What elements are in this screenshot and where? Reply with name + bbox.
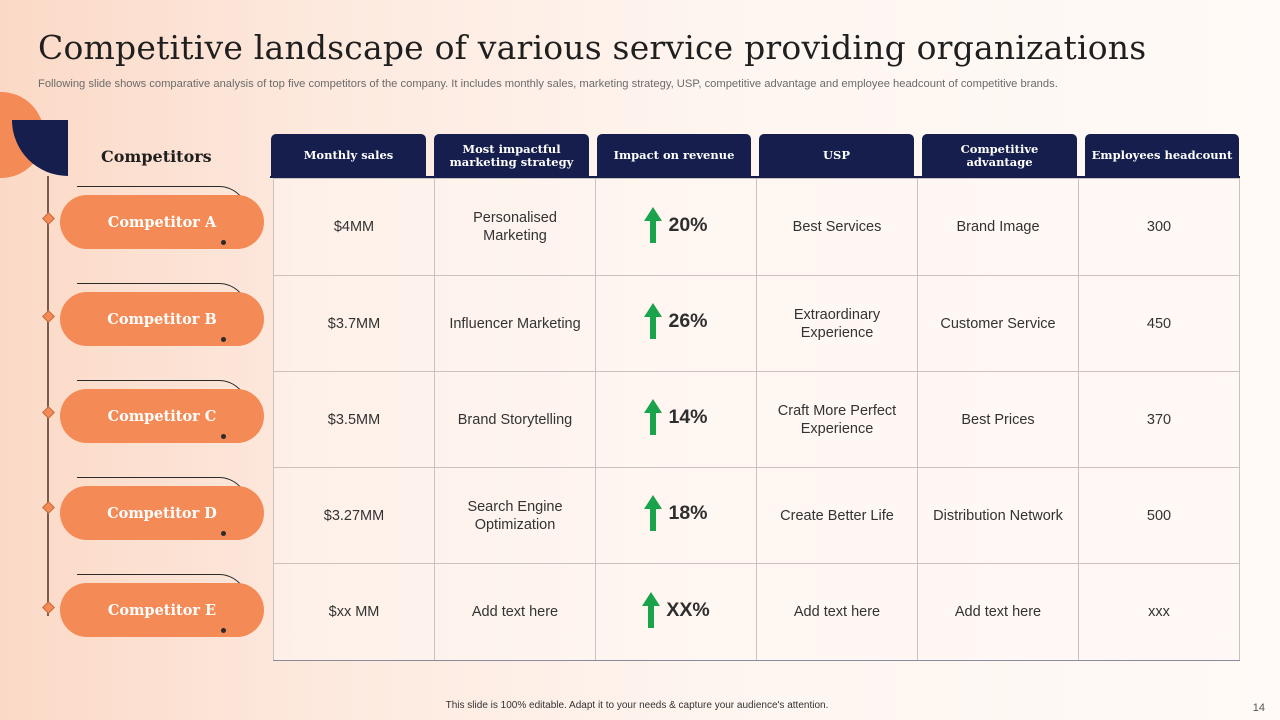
timeline-dot bbox=[42, 601, 55, 614]
slide-subtitle: Following slide shows comparative analys… bbox=[38, 78, 1058, 90]
timeline-dot bbox=[42, 501, 55, 514]
up-arrow-icon bbox=[644, 303, 663, 339]
footer-note: This slide is 100% editable. Adapt it to… bbox=[445, 700, 829, 711]
strategy-cell: Influencer Marketing bbox=[434, 275, 596, 372]
advantage-cell: Add text here bbox=[917, 563, 1079, 661]
impact-cell: 18% bbox=[595, 467, 757, 564]
headcount-cell: 300 bbox=[1078, 178, 1240, 276]
strategy-cell: Brand Storytelling bbox=[434, 371, 596, 468]
table-row: $3.27MM Search Engine Optimization 18% C… bbox=[273, 467, 1240, 564]
advantage-cell: Customer Service bbox=[917, 275, 1079, 372]
advantage-cell: Brand Image bbox=[917, 178, 1079, 276]
advantage-cell: Distribution Network bbox=[917, 467, 1079, 564]
connector-dot bbox=[221, 531, 226, 536]
monthly-sales-cell: $4MM bbox=[273, 178, 435, 276]
column-header-monthly-sales: Monthly sales bbox=[271, 134, 426, 177]
strategy-cell: Add text here bbox=[434, 563, 596, 661]
headcount-cell: 500 bbox=[1078, 467, 1240, 564]
impact-value: 20% bbox=[668, 213, 708, 236]
competitor-a-button[interactable]: Competitor A bbox=[60, 195, 264, 249]
table-row: $xx MM Add text here XX% Add text here A… bbox=[273, 563, 1240, 661]
impact-cell: 26% bbox=[595, 275, 757, 372]
column-header-impact-on-revenue: Impact on revenue bbox=[597, 134, 751, 177]
timeline-line bbox=[47, 176, 49, 616]
table-row: $4MM Personalised Marketing 20% Best Ser… bbox=[273, 178, 1240, 276]
connector-dot bbox=[221, 240, 226, 245]
up-arrow-icon bbox=[644, 495, 663, 531]
impact-value: XX% bbox=[666, 598, 710, 621]
timeline-dot bbox=[42, 212, 55, 225]
usp-cell: Craft More Perfect Experience bbox=[756, 371, 918, 468]
impact-value: 26% bbox=[668, 310, 708, 332]
impact-cell: XX% bbox=[595, 563, 757, 661]
impact-cell: 14% bbox=[595, 371, 757, 468]
page-number: 14 bbox=[1252, 702, 1265, 714]
column-header-marketing-strategy: Most impactful marketing strategy bbox=[434, 134, 589, 177]
competitor-b-button[interactable]: Competitor B bbox=[60, 292, 264, 346]
timeline-dot bbox=[42, 310, 55, 323]
headcount-cell: 370 bbox=[1078, 371, 1240, 468]
impact-value: 18% bbox=[668, 502, 708, 524]
column-header-usp: USP bbox=[759, 134, 914, 177]
impact-cell: 20% bbox=[595, 178, 757, 276]
header-rule bbox=[270, 176, 1240, 178]
usp-cell: Create Better Life bbox=[756, 467, 918, 564]
connector-dot bbox=[221, 628, 226, 633]
headcount-cell: xxx bbox=[1078, 563, 1240, 661]
competitor-c-button[interactable]: Competitor C bbox=[60, 389, 264, 443]
usp-cell: Best Services bbox=[756, 178, 918, 276]
table-row: $3.5MM Brand Storytelling 14% Craft More… bbox=[273, 371, 1240, 468]
up-arrow-icon bbox=[644, 399, 663, 435]
monthly-sales-cell: $3.5MM bbox=[273, 371, 435, 468]
column-header-employees-headcount: Employees headcount bbox=[1085, 134, 1239, 177]
impact-value: 14% bbox=[668, 406, 708, 428]
headcount-cell: 450 bbox=[1078, 275, 1240, 372]
connector-dot bbox=[221, 434, 226, 439]
monthly-sales-cell: $3.27MM bbox=[273, 467, 435, 564]
competitor-e-button[interactable]: Competitor E bbox=[60, 583, 264, 637]
competitor-d-button[interactable]: Competitor D bbox=[60, 486, 264, 540]
connector-dot bbox=[221, 337, 226, 342]
table-row: $3.7MM Influencer Marketing 26% Extraord… bbox=[273, 275, 1240, 372]
monthly-sales-cell: $xx MM bbox=[273, 563, 435, 661]
monthly-sales-cell: $3.7MM bbox=[273, 275, 435, 372]
strategy-cell: Personalised Marketing bbox=[434, 178, 596, 276]
up-arrow-icon bbox=[642, 591, 661, 628]
advantage-cell: Best Prices bbox=[917, 371, 1079, 468]
competitors-heading: Competitors bbox=[101, 147, 212, 166]
timeline-dot bbox=[42, 406, 55, 419]
usp-cell: Add text here bbox=[756, 563, 918, 661]
comparison-table: $4MM Personalised Marketing 20% Best Ser… bbox=[273, 178, 1240, 661]
column-header-competitive-advantage: Competitive advantage bbox=[922, 134, 1077, 177]
usp-cell: Extraordinary Experience bbox=[756, 275, 918, 372]
strategy-cell: Search Engine Optimization bbox=[434, 467, 596, 564]
up-arrow-icon bbox=[644, 206, 663, 243]
slide-title: Competitive landscape of various service… bbox=[38, 28, 1147, 67]
